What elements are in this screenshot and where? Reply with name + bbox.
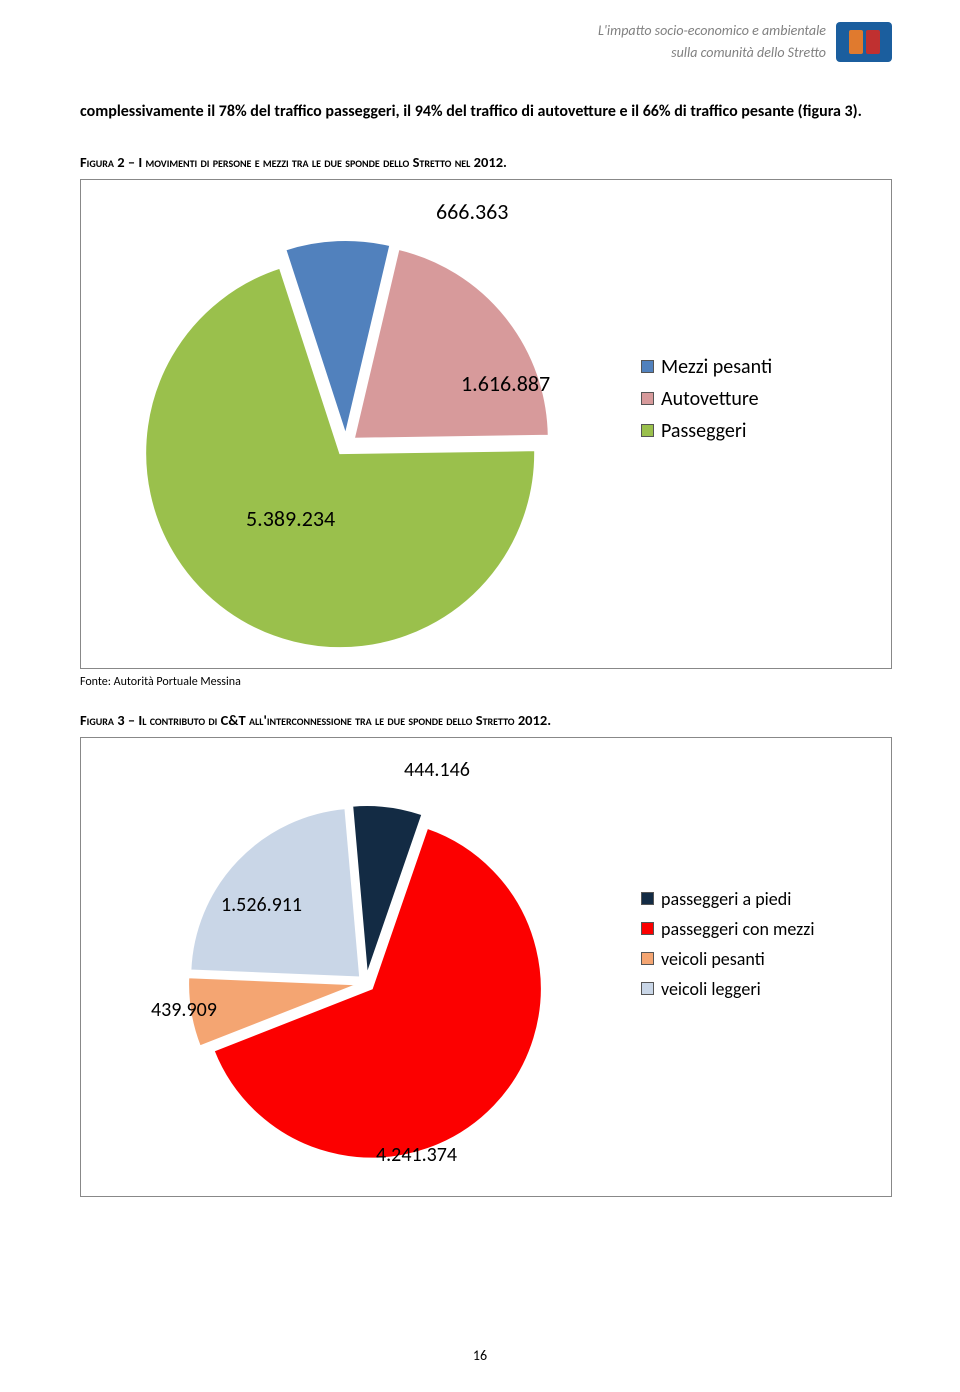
chart1-label-1: 1.616.887 — [461, 370, 550, 397]
legend-item: Mezzi pesanti — [641, 355, 772, 379]
header-line-2: sulla comunità dello Stretto — [598, 42, 826, 64]
legend-label: passeggeri a piedi — [661, 888, 791, 910]
legend-label: Autovetture — [661, 387, 759, 411]
legend-swatch — [641, 922, 654, 935]
legend-swatch — [641, 892, 654, 905]
legend-swatch — [641, 952, 654, 965]
chart1-source: Fonte: Autorità Portuale Messina — [80, 675, 892, 689]
figure-2-caption: Figura 2 – I movimenti di persone e mezz… — [80, 153, 892, 171]
legend-item: Autovetture — [641, 387, 772, 411]
figure-3-caption: Figura 3 – Il contributo di C&T all'inte… — [80, 711, 892, 729]
legend-label: Passeggeri — [661, 419, 746, 443]
fig3-text: Il contributo di C&T all'interconnession… — [138, 711, 551, 729]
chart-2-box: 444.146 4.241.374 439.909 1.526.911 pass… — [80, 737, 892, 1197]
legend-label: Mezzi pesanti — [661, 355, 772, 379]
legend-swatch — [641, 392, 654, 405]
legend-item: veicoli leggeri — [641, 978, 815, 1000]
chart2-legend: passeggeri a piedi passeggeri con mezzi … — [641, 888, 815, 1008]
legend-swatch — [641, 982, 654, 995]
chart-1-box: 666.363 1.616.887 5.389.234 Mezzi pesant… — [80, 179, 892, 669]
page-number: 16 — [0, 1347, 960, 1364]
pie-chart-2 — [141, 753, 571, 1183]
chart2-label-0: 444.146 — [404, 758, 470, 782]
chart2-label-2: 439.909 — [151, 998, 217, 1022]
page-header: L'impatto socio-economico e ambientale s… — [598, 20, 892, 65]
legend-item: Passeggeri — [641, 419, 772, 443]
intro-text: complessivamente il 78% del traffico pas… — [80, 102, 862, 121]
legend-item: passeggeri a piedi — [641, 888, 815, 910]
legend-item: veicoli pesanti — [641, 948, 815, 970]
logo-icon — [836, 22, 892, 62]
page-content: complessivamente il 78% del traffico pas… — [80, 100, 892, 1197]
chart1-legend: Mezzi pesanti Autovetture Passeggeri — [641, 355, 772, 451]
legend-item: passeggeri con mezzi — [641, 918, 815, 940]
chart1-label-0: 666.363 — [436, 198, 508, 225]
legend-label: veicoli leggeri — [661, 978, 761, 1000]
header-line-1: L'impatto socio-economico e ambientale — [598, 20, 826, 42]
fig2-prefix: Figura 2 – — [80, 153, 138, 171]
legend-label: veicoli pesanti — [661, 948, 765, 970]
chart2-label-1: 4.241.374 — [376, 1143, 457, 1167]
chart2-label-3: 1.526.911 — [221, 893, 302, 917]
legend-swatch — [641, 424, 654, 437]
legend-swatch — [641, 360, 654, 373]
pie-chart-1 — [111, 190, 581, 660]
fig2-text: I movimenti di persone e mezzi tra le du… — [138, 153, 507, 171]
intro-paragraph: complessivamente il 78% del traffico pas… — [80, 100, 892, 125]
header-text: L'impatto socio-economico e ambientale s… — [598, 20, 826, 65]
fig3-prefix: Figura 3 – — [80, 711, 138, 729]
legend-label: passeggeri con mezzi — [661, 918, 815, 940]
chart1-label-2: 5.389.234 — [246, 505, 335, 532]
